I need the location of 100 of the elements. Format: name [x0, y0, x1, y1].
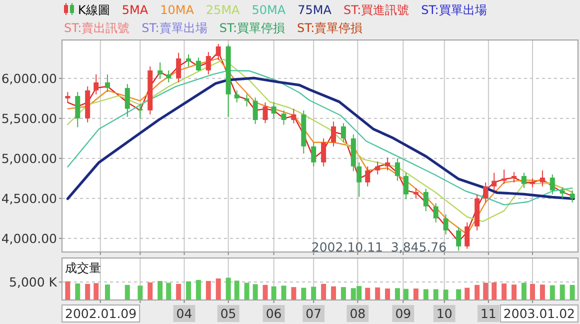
candlestick [456, 226, 462, 252]
annotation: 2002.10.11 3,845.76 [311, 240, 447, 255]
bar [75, 283, 80, 300]
candlestick [262, 102, 268, 124]
bar [291, 287, 296, 300]
text: 75MA [298, 3, 332, 17]
bar [138, 286, 143, 300]
bar [413, 288, 418, 300]
bar [385, 288, 390, 300]
candlestick [560, 186, 565, 199]
bar [340, 287, 346, 300]
bar [423, 289, 428, 300]
candlestick [281, 110, 286, 126]
bar [502, 283, 507, 300]
bar [570, 284, 575, 300]
bar [124, 284, 130, 300]
text: 5MA [122, 3, 149, 17]
bar [483, 282, 488, 300]
candlestick [158, 62, 163, 79]
chart-title: 成交量 [65, 261, 101, 275]
candlestick [186, 54, 192, 67]
candlestick [206, 52, 211, 75]
candlestick [385, 157, 390, 171]
candlestick [234, 90, 240, 103]
legend-label: ST:買單出場 [421, 3, 487, 17]
bar [456, 289, 462, 300]
bar [216, 278, 221, 300]
bar [158, 280, 163, 300]
y-tick-label: 4,500.00 [1, 190, 58, 206]
text: 25MA [206, 3, 241, 17]
candlestick [176, 52, 182, 83]
bar [234, 280, 240, 300]
y-tick-label: 5,000 K [9, 274, 58, 290]
candlestick [321, 138, 326, 167]
candlestick [216, 44, 221, 60]
candlestick [512, 172, 517, 183]
x-tick-label: 06 [266, 306, 282, 321]
bar [530, 284, 536, 300]
candlestick [252, 97, 258, 124]
candlestick [570, 190, 575, 203]
bar [281, 286, 286, 300]
candlestick [291, 108, 296, 124]
bar [262, 284, 268, 300]
text: 2002.01.09 [65, 306, 137, 321]
bar [85, 284, 90, 300]
candlestick [356, 162, 362, 198]
bar [464, 288, 470, 300]
y-tick-label: 5,000.00 [1, 150, 58, 166]
legend-label: K線圖 [78, 3, 110, 17]
candlestick [394, 158, 400, 182]
x-tick-label: 11 [480, 306, 496, 321]
bar [301, 288, 306, 300]
x-tick-label: 04 [176, 306, 192, 321]
x-tick-label: 05 [220, 306, 236, 321]
legend-label: ST:賣出訊號 [64, 21, 130, 35]
x-tick-label: 10 [436, 306, 452, 321]
x-tick-label: 07 [306, 306, 322, 321]
bar [252, 284, 258, 300]
bar [206, 280, 211, 300]
text: 2003.01.02 [503, 306, 575, 321]
candlestick [483, 182, 488, 203]
bar [176, 284, 182, 300]
text: 50MA [252, 3, 286, 17]
candlestick [550, 174, 555, 195]
candlestick [104, 74, 110, 92]
bar [196, 280, 201, 300]
candlestick [244, 94, 250, 107]
y-tick-label: 4,000.00 [1, 230, 58, 246]
bar [433, 289, 438, 300]
candlestick [492, 172, 497, 191]
bar [244, 282, 250, 300]
bar [331, 286, 336, 300]
text: 10MA [160, 3, 195, 17]
candlestick [124, 84, 130, 118]
legend-label: ST:買進訊號 [343, 3, 410, 17]
bar [148, 282, 153, 300]
bar [474, 284, 480, 300]
candlestick [423, 188, 428, 212]
candlestick [413, 188, 418, 199]
candlestick [502, 169, 507, 184]
bar [560, 284, 565, 300]
x-tick-label: 09 [395, 306, 412, 321]
candlestick [340, 122, 346, 143]
bar [186, 281, 192, 300]
bar [271, 286, 276, 300]
candlestick [138, 104, 143, 119]
candlestick [404, 172, 408, 200]
bar [394, 288, 400, 300]
y-tick-label: 5,500.00 [1, 110, 58, 126]
candlestick [196, 57, 201, 72]
candlestick [271, 102, 276, 119]
bar [65, 281, 70, 300]
candlestick [521, 172, 526, 188]
bar [404, 288, 408, 300]
candlestick [166, 70, 172, 83]
candlestick [75, 92, 80, 128]
candlestick [365, 166, 370, 187]
bar [94, 283, 99, 300]
candlestick [375, 161, 380, 175]
candlestick [464, 222, 470, 250]
